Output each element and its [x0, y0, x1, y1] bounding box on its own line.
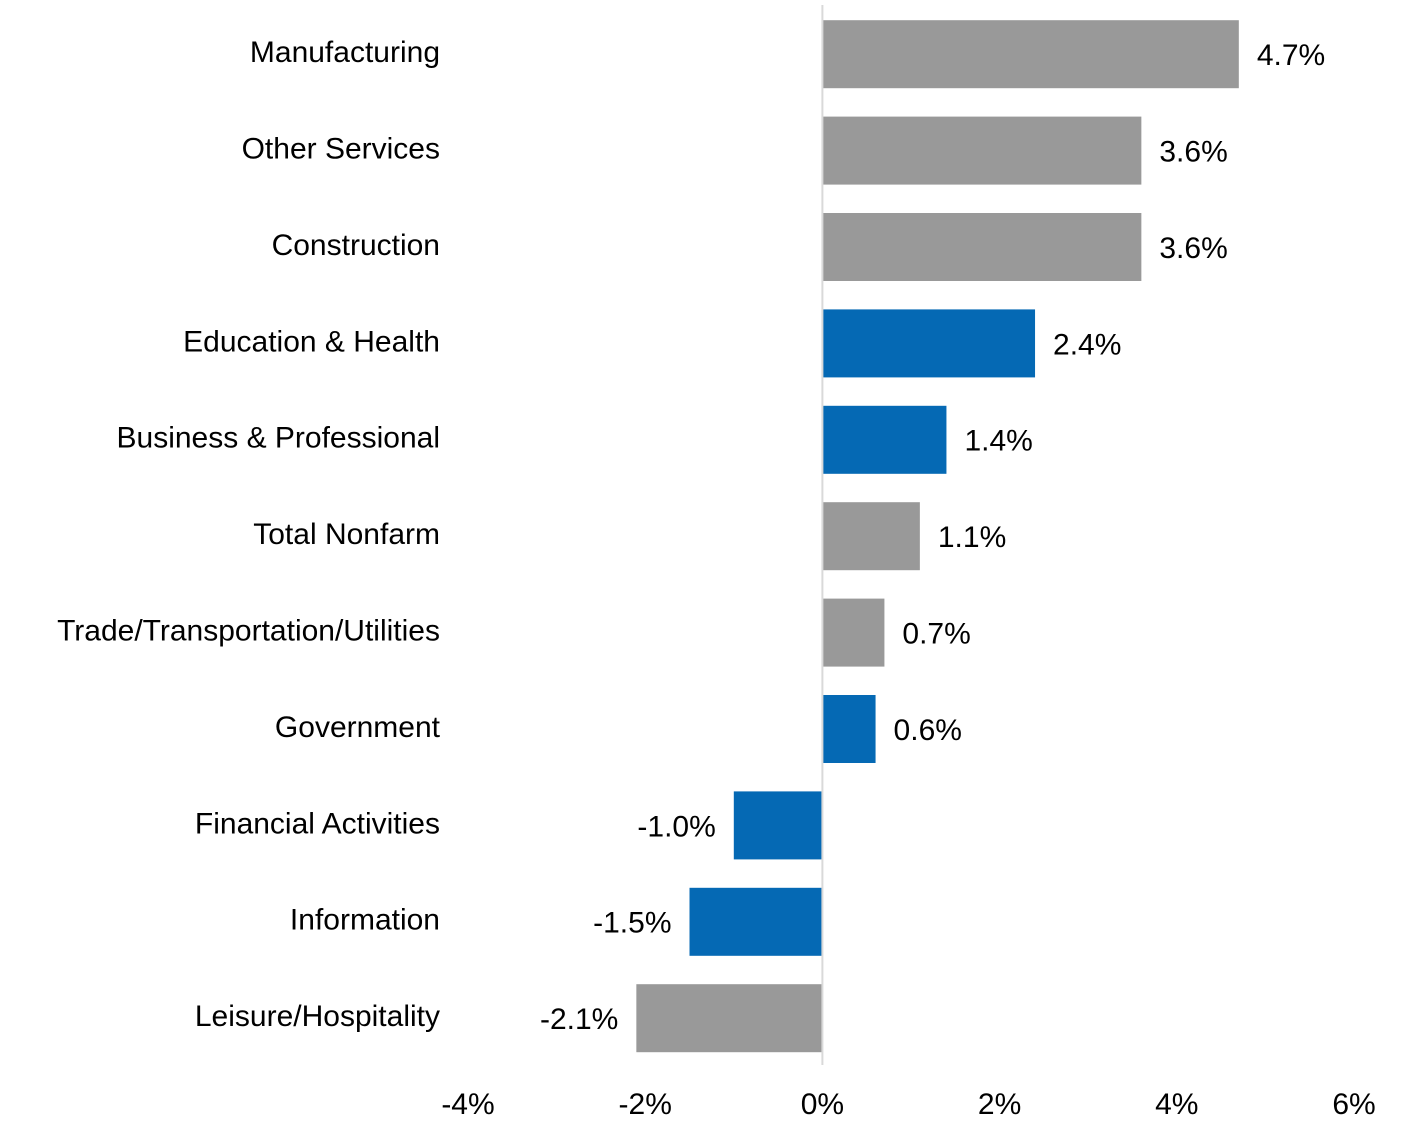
y-tick-label: Total Nonfarm — [253, 518, 440, 551]
bar — [733, 791, 823, 860]
y-tick-label: Leisure/Hospitality — [195, 1000, 440, 1033]
value-label: 1.4% — [964, 425, 1032, 458]
value-label: -1.0% — [637, 810, 715, 843]
x-tick-label: -2% — [619, 1088, 672, 1121]
bar — [822, 502, 920, 571]
y-tick-label: Education & Health — [183, 325, 440, 358]
y-tick-label: Government — [275, 711, 441, 744]
y-tick-label: Manufacturing — [250, 36, 440, 69]
value-label: 4.7% — [1257, 39, 1325, 72]
bar — [822, 213, 1142, 281]
x-tick-label: 6% — [1332, 1088, 1375, 1121]
bar — [822, 309, 1036, 378]
x-tick-label: 0% — [801, 1088, 844, 1121]
value-label: -1.5% — [593, 907, 671, 940]
x-tick-label: 4% — [1155, 1088, 1198, 1121]
bar — [822, 405, 947, 474]
value-label: 1.1% — [938, 521, 1006, 554]
y-tick-label: Other Services — [242, 133, 440, 166]
value-label: 2.4% — [1053, 328, 1121, 361]
x-tick-label: -4% — [441, 1088, 494, 1121]
value-label: 0.7% — [902, 618, 970, 651]
value-label: 0.6% — [894, 714, 962, 747]
value-label: 3.6% — [1159, 232, 1227, 265]
value-label: 3.6% — [1159, 136, 1227, 169]
y-tick-label: Information — [290, 904, 440, 937]
bar — [689, 887, 823, 956]
bar — [822, 116, 1142, 185]
value-label: -2.1% — [540, 1003, 618, 1036]
x-tick-label: 2% — [978, 1088, 1021, 1121]
y-tick-label: Trade/Transportation/Utilities — [57, 615, 440, 648]
bar — [822, 695, 876, 763]
y-tick-label: Construction — [272, 229, 440, 262]
y-tick-label: Business & Professional — [117, 422, 441, 455]
bar — [822, 598, 885, 667]
y-tick-label: Financial Activities — [195, 807, 440, 840]
bar — [636, 984, 823, 1053]
bar — [822, 20, 1239, 89]
